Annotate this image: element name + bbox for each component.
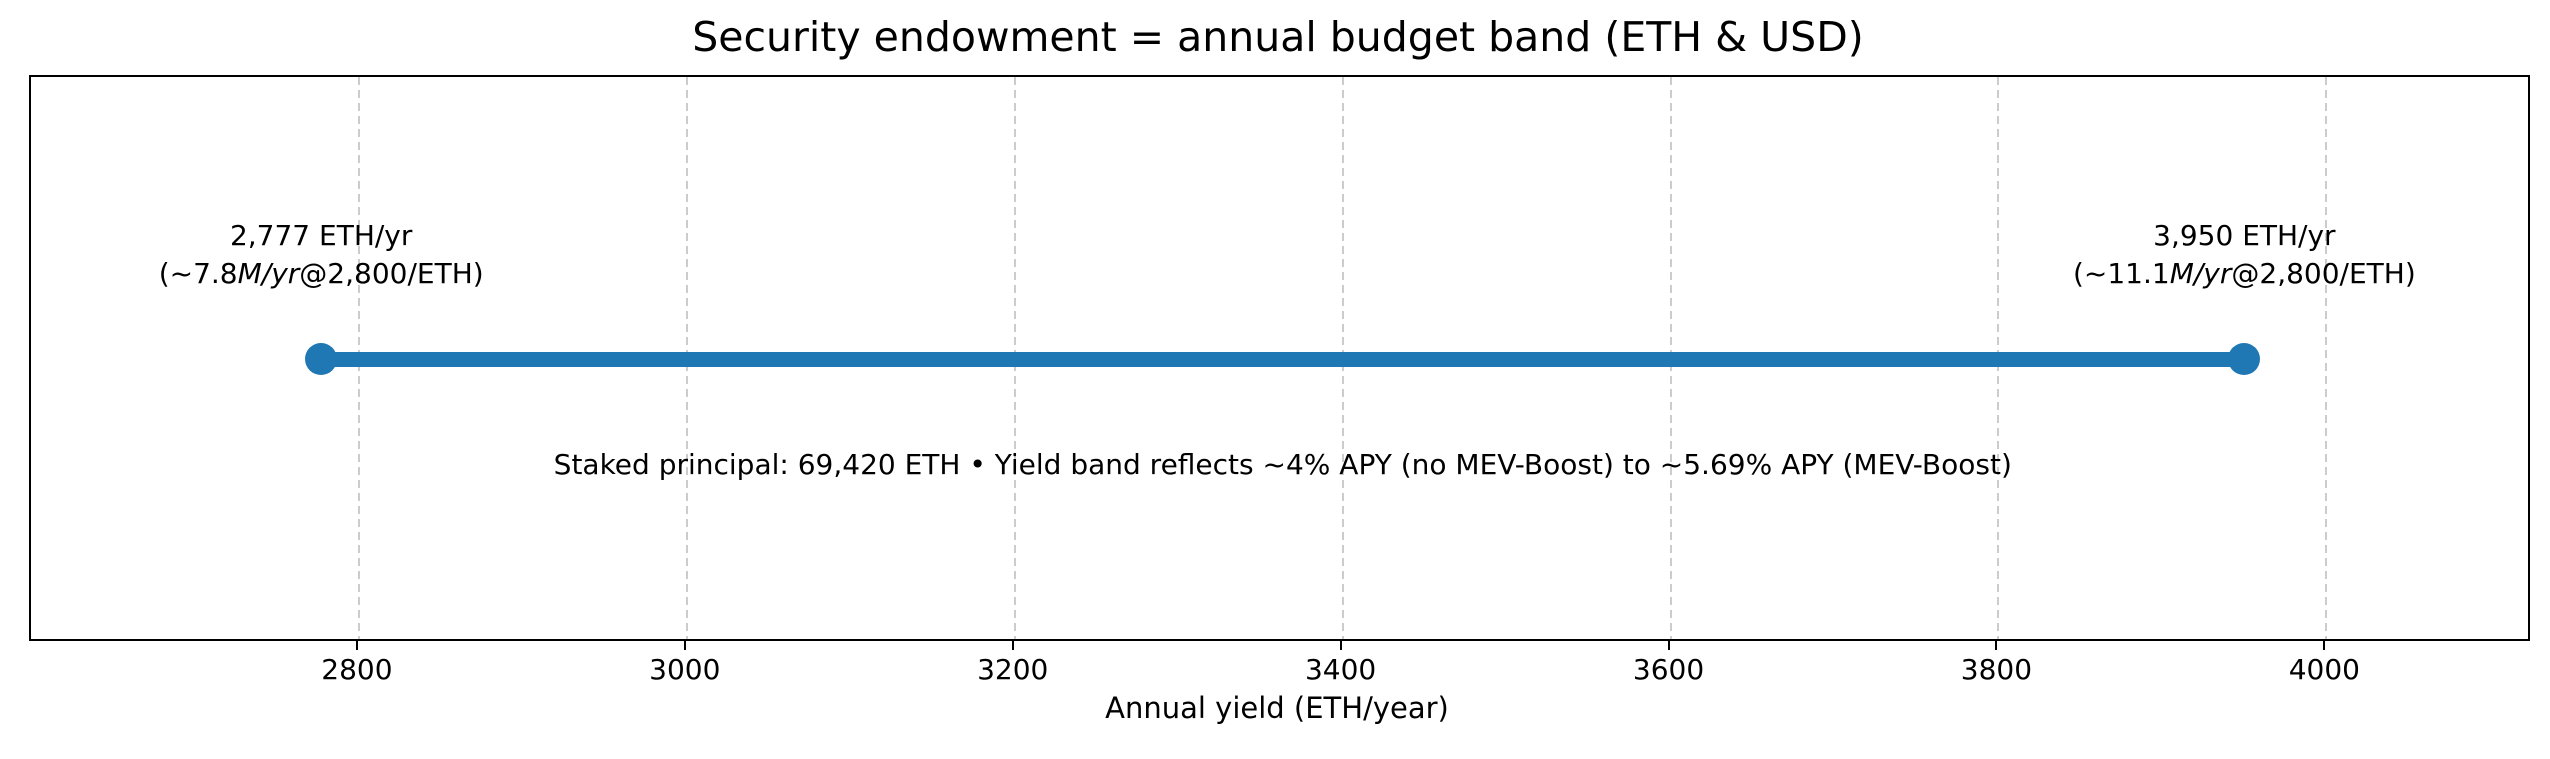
budget-band-line — [321, 352, 2245, 367]
plot-area: 2,777 ETH/yr (~7.8M/yr@2,800/ETH) 3,950 … — [29, 75, 2530, 641]
endpoint-label-left-eth: 2,777 ETH/yr — [229, 219, 413, 252]
endpoint-label-right-eth: 3,950 ETH/yr — [2153, 219, 2336, 252]
gridline-4000 — [2325, 77, 2328, 639]
x-tick-mark-3800 — [1995, 639, 1998, 650]
x-tick-mark-3000 — [683, 639, 686, 650]
x-tick-label-4000: 4000 — [2288, 653, 2360, 686]
staked-principal-annotation: Staked principal: 69,420 ETH • Yield ban… — [553, 448, 2012, 481]
x-axis: 2800 3000 3200 3400 3600 3800 4000 — [29, 639, 2526, 699]
x-tick-mark-4000 — [2323, 639, 2326, 650]
x-tick-label-2800: 2800 — [321, 653, 393, 686]
band-endpoint-dot-left — [305, 343, 338, 375]
x-tick-mark-3600 — [1667, 639, 1670, 650]
endpoint-label-left: 2,777 ETH/yr (~7.8M/yr@2,800/ETH) — [159, 217, 484, 293]
band-endpoint-dot-right — [2228, 343, 2261, 375]
endpoint-label-right: 3,950 ETH/yr (~11.1M/yr@2,800/ETH) — [2073, 217, 2416, 293]
endpoint-label-right-usd: (~11.1M/yr@2,800/ETH) — [2072, 257, 2416, 290]
x-tick-label-3800: 3800 — [1960, 653, 2033, 686]
endpoint-label-left-usd: (~7.8M/yr@2,800/ETH) — [158, 257, 484, 290]
x-tick-label-3200: 3200 — [977, 653, 1049, 686]
x-tick-mark-3200 — [1011, 639, 1014, 650]
x-axis-title: Annual yield (ETH/year) — [1105, 691, 1449, 725]
x-tick-mark-2800 — [355, 639, 358, 650]
x-tick-mark-3400 — [1339, 639, 1342, 650]
x-tick-label-3400: 3400 — [1304, 653, 1377, 686]
chart-title: Security endowment = annual budget band … — [692, 13, 1864, 61]
x-tick-label-3600: 3600 — [1632, 653, 1705, 686]
x-tick-label-3000: 3000 — [649, 653, 721, 686]
